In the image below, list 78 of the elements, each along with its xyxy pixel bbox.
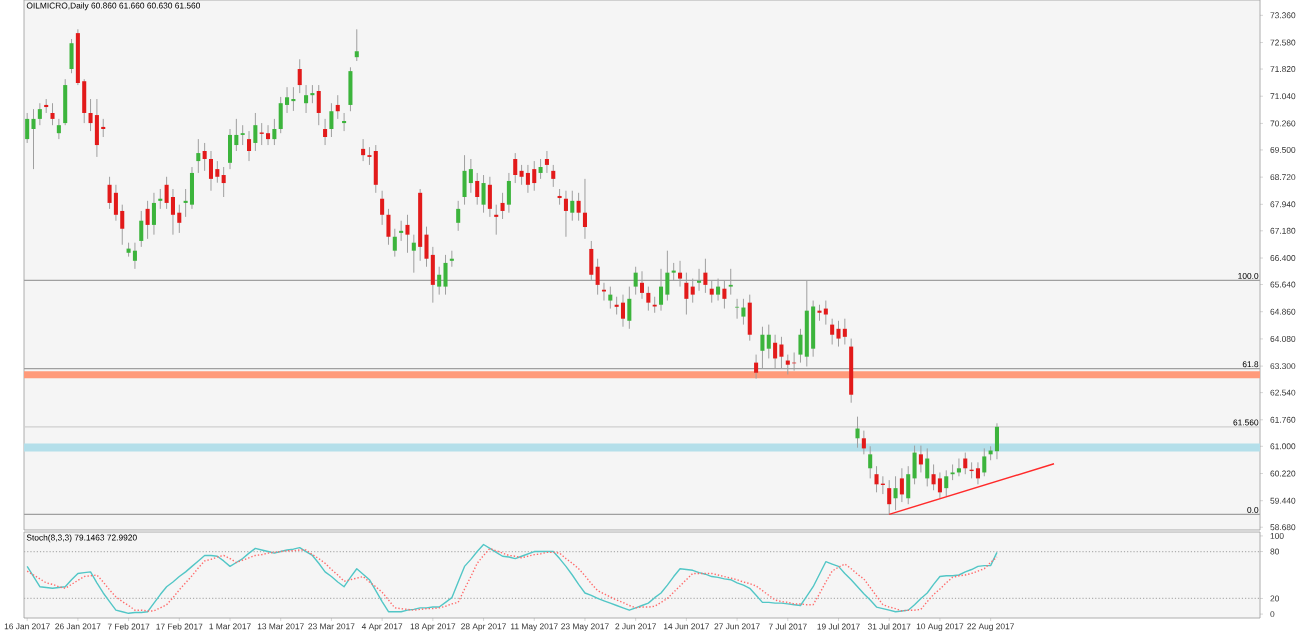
- candlestick: [899, 467, 904, 503]
- candlestick: [735, 298, 740, 320]
- candlestick: [145, 200, 150, 240]
- candlestick: [836, 320, 841, 348]
- candlestick: [132, 242, 137, 270]
- candlestick: [741, 298, 746, 326]
- candlestick: [874, 465, 879, 493]
- candlestick: [50, 102, 55, 126]
- candlestick: [963, 452, 968, 475]
- candlestick: [101, 118, 106, 138]
- candlestick: [487, 176, 492, 218]
- candlestick: [975, 461, 980, 485]
- candlestick: [259, 122, 264, 146]
- candlestick: [747, 294, 752, 342]
- candlestick: [170, 188, 175, 236]
- candlestick: [563, 190, 568, 238]
- candlestick: [830, 318, 835, 345]
- candlestick: [329, 102, 334, 138]
- candlestick: [481, 174, 486, 214]
- candlestick: [348, 66, 353, 112]
- candlestick: [468, 158, 473, 194]
- candlestick: [861, 430, 866, 455]
- candlestick: [272, 118, 277, 146]
- candlestick: [411, 234, 416, 274]
- candlestick: [893, 475, 898, 511]
- candlestick: [335, 94, 340, 120]
- candlestick: [323, 118, 328, 146]
- candlestick: [139, 210, 144, 248]
- candlestick: [208, 150, 214, 192]
- candlestick: [855, 416, 860, 449]
- candlestick: [918, 445, 923, 473]
- candlestick: [392, 228, 397, 258]
- candlestick: [405, 214, 410, 254]
- candlestick: [532, 160, 537, 192]
- candlestick: [37, 102, 42, 126]
- candlestick: [982, 447, 987, 477]
- candlestick: [538, 158, 543, 180]
- candlestick: [297, 58, 302, 94]
- candlestick: [887, 479, 892, 515]
- candlestick: [811, 300, 816, 358]
- candlestick: [113, 184, 118, 222]
- candlestick: [925, 447, 930, 487]
- candlestick: [994, 422, 999, 460]
- candlestick: [304, 84, 309, 114]
- candlestick: [627, 286, 632, 330]
- candlestick: [354, 28, 359, 62]
- candlestick: [956, 458, 961, 477]
- candlestick: [227, 128, 233, 170]
- candlestick: [608, 286, 613, 310]
- candlestick: [31, 108, 36, 170]
- candlestick: [94, 98, 99, 158]
- candlestick: [620, 294, 626, 328]
- candlestick: [944, 469, 949, 497]
- candlestick: [373, 144, 378, 194]
- candlestick: [266, 124, 271, 146]
- candlestick: [506, 172, 511, 214]
- candlestick: [544, 150, 549, 174]
- candlestick: [456, 200, 461, 232]
- candlestick: [462, 154, 467, 206]
- candlestick: [582, 178, 587, 240]
- candlestick: [525, 164, 530, 194]
- candlestick: [519, 164, 524, 186]
- candlestick: [361, 138, 366, 162]
- candlestick: [842, 318, 847, 345]
- candlestick: [931, 463, 936, 491]
- candlestick: [823, 300, 828, 326]
- candlestick: [189, 166, 194, 210]
- candlestick: [196, 138, 201, 174]
- candlestick: [246, 130, 252, 162]
- candlestick: [316, 84, 321, 126]
- candlestick: [937, 471, 942, 499]
- candlestick: [291, 86, 296, 112]
- candlestick: [221, 166, 226, 198]
- candlestick: [342, 112, 347, 132]
- candlestick: [868, 445, 873, 479]
- candlestick: [215, 160, 220, 184]
- candlestick: [151, 192, 156, 236]
- candlestick: [69, 38, 74, 74]
